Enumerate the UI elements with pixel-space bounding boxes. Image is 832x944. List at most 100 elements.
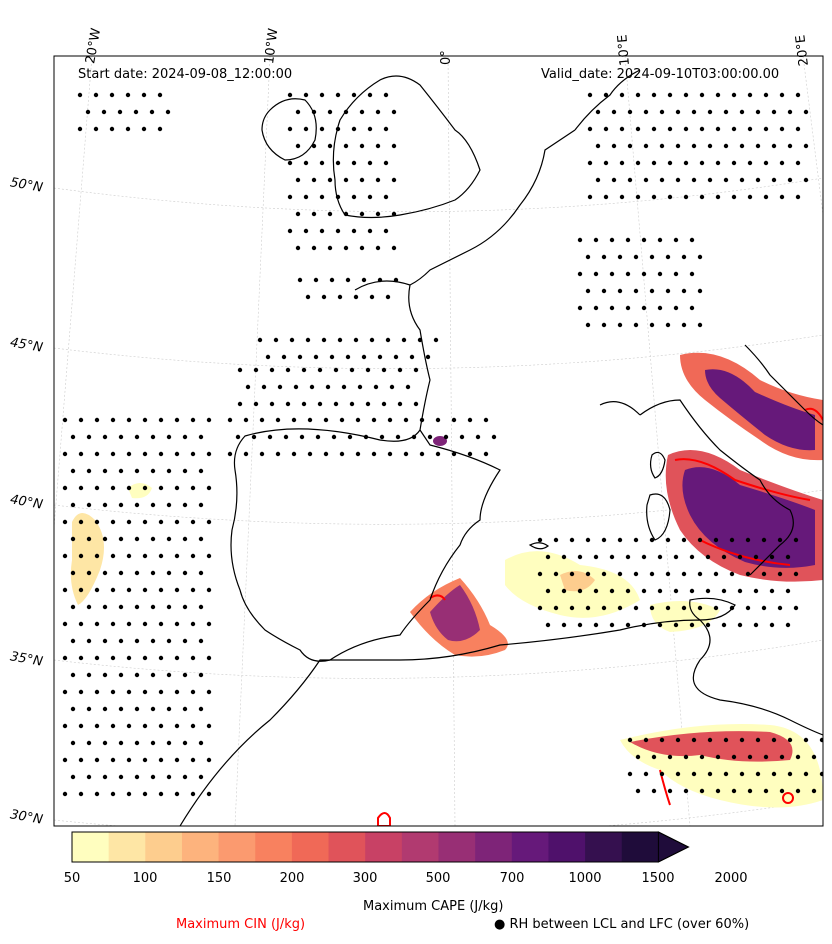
rh-dot	[425, 354, 431, 360]
rh-dot	[142, 757, 148, 763]
rh-dot	[545, 622, 551, 628]
rh-dot	[699, 788, 705, 794]
rh-dot	[753, 554, 759, 560]
rh-dot	[359, 245, 365, 251]
rh-dot	[681, 571, 687, 577]
cin-legend-label: Maximum CIN (J/kg)	[176, 917, 306, 932]
rh-dot	[359, 177, 365, 183]
rh-dot	[697, 288, 703, 294]
rh-dot	[102, 502, 108, 508]
rh-dot	[291, 417, 297, 423]
rh-dot	[745, 537, 751, 543]
rh-dot	[451, 417, 457, 423]
rh-dot	[763, 126, 769, 132]
rh-dot	[94, 791, 100, 797]
rh-dot	[355, 451, 361, 457]
colorbar-extend-arrow	[657, 831, 690, 863]
rh-dot	[355, 417, 361, 423]
colorbar-tick: 500	[425, 871, 451, 886]
rh-dot	[126, 655, 132, 661]
rh-dot	[329, 277, 335, 283]
rh-dot	[301, 401, 307, 407]
rh-dot	[389, 384, 395, 390]
rh-dot	[166, 502, 172, 508]
colorbar-tick: 2000	[714, 871, 748, 886]
rh-dot	[329, 354, 335, 360]
rh-dot	[359, 211, 365, 217]
rh-dot	[335, 194, 341, 200]
coast-north-africa	[179, 619, 823, 826]
rh-dot	[257, 337, 263, 343]
rh-dot	[381, 367, 387, 373]
rh-dot	[699, 194, 705, 200]
rh-dot	[70, 706, 76, 712]
rh-dot	[697, 571, 703, 577]
rh-dot	[659, 771, 665, 777]
rh-dot	[174, 417, 180, 423]
rh-dot	[190, 417, 196, 423]
rh-dot	[699, 160, 705, 166]
rh-dot	[795, 788, 801, 794]
rh-dot	[715, 126, 721, 132]
rh-dot	[627, 737, 633, 743]
rh-dot	[198, 570, 204, 576]
rh-dot	[395, 434, 401, 440]
rh-dot	[619, 92, 625, 98]
rh-dot	[601, 605, 607, 611]
rh-dot	[198, 774, 204, 780]
rh-dot	[125, 92, 131, 98]
rh-dot	[707, 177, 713, 183]
rh-dot	[793, 537, 799, 543]
rh-dot	[595, 177, 601, 183]
rh-dot	[343, 177, 349, 183]
rh-dot	[561, 554, 567, 560]
rh-dot	[158, 451, 164, 457]
rh-dot	[617, 254, 623, 260]
rh-dot	[617, 288, 623, 294]
rh-dot	[761, 605, 767, 611]
rh-dot	[633, 322, 639, 328]
rh-dot	[803, 177, 809, 183]
rh-legend-label: ● RH between LCL and LFC (over 60%)	[494, 917, 750, 932]
rh-dot	[793, 605, 799, 611]
rh-dot	[651, 754, 657, 760]
colorbar-segment	[401, 832, 439, 862]
rh-dot	[641, 622, 647, 628]
rh-dot	[118, 638, 124, 644]
rh-dot	[391, 143, 397, 149]
coast-balkans	[744, 344, 823, 426]
rh-dot	[198, 638, 204, 644]
rh-dot	[133, 109, 139, 115]
rh-dot	[665, 288, 671, 294]
rh-dot	[681, 537, 687, 543]
rh-dot	[345, 277, 351, 283]
rh-dot	[243, 451, 249, 457]
rh-dot	[134, 468, 140, 474]
rh-dot	[745, 605, 751, 611]
coast-corsica	[649, 451, 666, 479]
rh-dot	[86, 740, 92, 746]
colorbar-title: Maximum CAPE (J/kg)	[363, 899, 504, 914]
rh-dot	[729, 537, 735, 543]
rh-dot	[683, 754, 689, 760]
cape-area-alboran-core	[430, 585, 480, 642]
rh-dot	[585, 254, 591, 260]
rh-dot	[174, 587, 180, 593]
rh-dot	[795, 754, 801, 760]
rh-dot	[649, 605, 655, 611]
rh-dot	[553, 605, 559, 611]
rh-dot	[62, 655, 68, 661]
rh-dot	[683, 194, 689, 200]
rh-dot	[587, 126, 593, 132]
rh-dot	[353, 294, 359, 300]
rh-dot	[651, 194, 657, 200]
cape-area-tyrrhenian-core	[682, 467, 815, 568]
rh-dot	[157, 92, 163, 98]
rh-dot	[427, 434, 433, 440]
rh-dot	[785, 554, 791, 560]
rh-dot	[699, 126, 705, 132]
rh-dot	[110, 553, 116, 559]
rh-dot	[150, 570, 156, 576]
rh-dot	[134, 774, 140, 780]
rh-dot	[174, 723, 180, 729]
